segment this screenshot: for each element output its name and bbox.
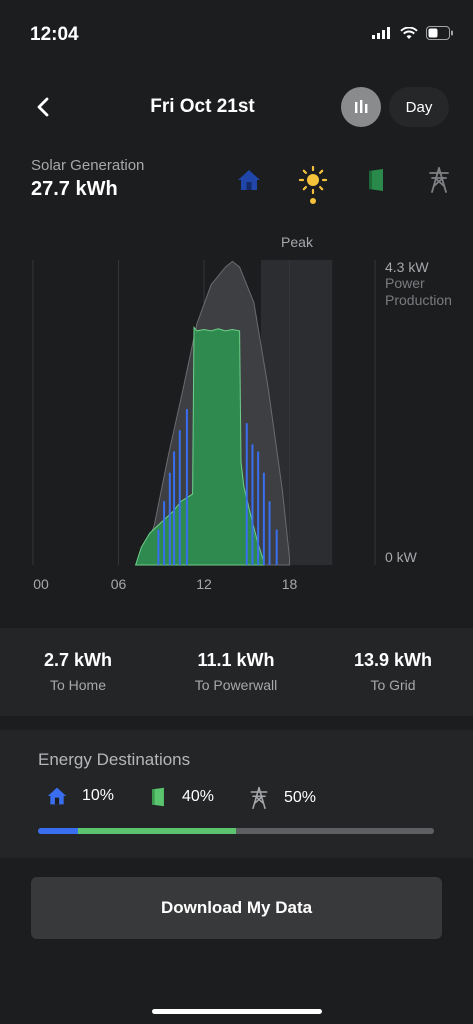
y-bottom-label: 0 kW — [385, 549, 418, 565]
sun-icon — [298, 165, 328, 195]
status-icons — [372, 26, 454, 40]
destinations-progress-bar — [38, 828, 434, 834]
status-time: 12:04 — [30, 24, 79, 45]
back-button[interactable] — [28, 92, 58, 122]
battery-icon — [426, 26, 453, 40]
y-top-sublabel-1: Power — [385, 275, 425, 291]
total-label: To Home — [49, 677, 107, 693]
download-data-button[interactable]: Download My Data — [31, 877, 442, 939]
wifi-icon — [400, 26, 418, 39]
x-tick-label: 06 — [111, 576, 127, 592]
bar-chart-icon — [355, 100, 368, 113]
signal-icon — [372, 27, 390, 39]
chevron-left-icon — [37, 97, 49, 117]
series-powerwall-area — [134, 326, 265, 566]
total-to-powerwall: 11.1 kWh To Powerwall — [166, 650, 306, 693]
powerwall-source-button[interactable] — [361, 165, 391, 195]
energy-totals: 2.7 kWh To Home 11.1 kWh To Powerwall 13… — [0, 628, 473, 716]
destination-grid: 50% — [248, 786, 316, 810]
peak-label: Peak — [281, 234, 314, 250]
metric-label: Solar Generation — [31, 157, 145, 174]
page-title: Fri Oct 21st — [150, 96, 255, 117]
destination-home: 10% — [46, 786, 114, 806]
power-production-chart: Peak 4.3 kW Power Production 0 kW 00 06 12… — [32, 234, 452, 592]
grid-tower-icon — [250, 786, 268, 810]
x-tick-label: 00 — [33, 576, 49, 592]
solar-source-button[interactable] — [298, 165, 328, 195]
x-tick-label: 12 — [196, 576, 212, 592]
powerwall-icon — [152, 787, 164, 807]
powerwall-icon — [369, 169, 383, 191]
series-layer — [134, 260, 290, 566]
home-source-button[interactable] — [234, 165, 264, 195]
grid-tower-icon — [429, 167, 449, 193]
home-icon — [238, 170, 260, 190]
total-to-grid: 13.9 kWh To Grid — [323, 650, 463, 693]
bar-segment-powerwall — [77, 828, 236, 834]
metric-value: 27.7 kWh — [31, 178, 118, 200]
total-value: 2.7 kWh — [43, 650, 113, 670]
y-top-label: 4.3 kW — [385, 259, 429, 275]
destination-powerwall: 40% — [148, 786, 214, 808]
bar-segment-grid — [235, 828, 434, 834]
y-top-sublabel-2: Production — [385, 292, 452, 308]
x-tick-label: 18 — [282, 576, 298, 592]
total-label: To Powerwall — [194, 677, 278, 693]
x-axis-ticks: 00 06 12 18 — [33, 576, 297, 592]
total-label: To Grid — [370, 677, 416, 693]
energy-destinations-title: Energy Destinations — [38, 750, 191, 769]
bar-segment-home — [38, 828, 78, 834]
chart-view-toggle[interactable] — [341, 87, 381, 127]
destination-percent: 10% — [82, 787, 115, 804]
selected-indicator-dot — [310, 198, 316, 204]
home-indicator — [152, 1009, 322, 1014]
energy-destinations-card — [0, 730, 473, 858]
grid-source-button[interactable] — [424, 165, 454, 195]
destination-percent: 40% — [182, 788, 215, 805]
period-selector-button[interactable]: Day — [389, 87, 449, 127]
total-value: 11.1 kWh — [197, 650, 275, 670]
home-icon — [47, 787, 67, 805]
total-value: 13.9 kWh — [353, 650, 433, 670]
destination-percent: 50% — [284, 789, 317, 806]
total-to-home: 2.7 kWh To Home — [8, 650, 148, 693]
